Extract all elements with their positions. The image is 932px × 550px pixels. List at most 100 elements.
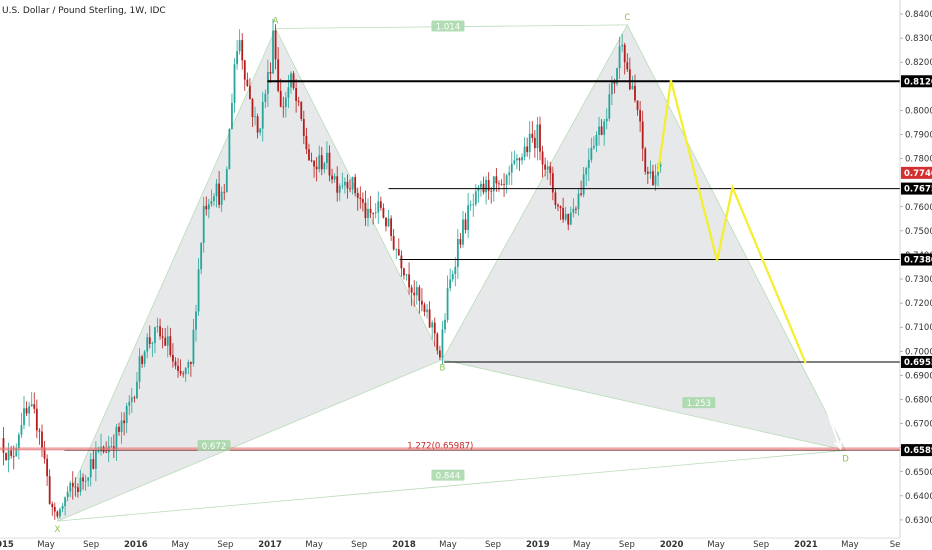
candle-body — [646, 171, 649, 174]
price-tick-label: 0.82000 — [905, 58, 932, 68]
candle-body — [600, 126, 603, 135]
candle-body — [364, 202, 367, 219]
candle-body — [495, 176, 498, 184]
candle-body — [284, 97, 287, 107]
candle-body — [598, 126, 600, 135]
candle-body — [136, 381, 138, 399]
price-tick-label: 0.80000 — [905, 106, 932, 116]
candle-body — [189, 362, 192, 364]
candle-body — [641, 121, 644, 149]
pattern-line-xd — [57, 449, 846, 522]
candle-body — [59, 508, 61, 517]
price-tick-label: 0.76000 — [905, 203, 932, 213]
price-axis[interactable]: 0.84000 0.83000 0.82000 0.80000 0.79000 0.780… — [899, 0, 932, 550]
candle-body — [56, 511, 59, 517]
candle-body — [97, 451, 100, 452]
candle-body — [459, 239, 462, 245]
candle-body — [20, 425, 23, 435]
candle-body — [341, 185, 344, 187]
candle-body — [172, 354, 174, 362]
ratio-label: 1.253 — [687, 399, 711, 409]
candle-body — [567, 213, 570, 225]
candle-body — [441, 329, 444, 358]
candle-body — [133, 397, 136, 399]
time-tick-label: Se — [890, 540, 901, 550]
candle-body — [38, 430, 41, 432]
candle-body — [277, 59, 280, 91]
candle-body — [652, 171, 654, 186]
candle-body — [485, 180, 487, 193]
candle-body — [636, 100, 639, 111]
candle-body — [79, 477, 82, 492]
candle-body — [634, 85, 636, 101]
candle-body — [395, 249, 398, 251]
candle-body — [390, 218, 393, 237]
candle-body — [110, 446, 113, 448]
candle-body — [487, 180, 490, 191]
level-price-label: 0.81209 — [904, 77, 932, 87]
candle-body — [305, 135, 308, 150]
candle-body — [15, 448, 18, 457]
candle-body — [274, 30, 277, 60]
candle-body — [423, 304, 426, 312]
candle-body — [546, 166, 549, 170]
candle-body — [549, 166, 552, 174]
candle-body — [169, 336, 172, 355]
candle-body — [338, 186, 341, 193]
price-tick-label: 0.73000 — [905, 275, 932, 285]
pattern-triangle-xab — [56, 27, 443, 522]
candle-body — [159, 326, 161, 337]
price-axis-background — [900, 0, 932, 550]
candle-body — [297, 100, 300, 102]
candle-body — [533, 137, 536, 149]
candle-body — [187, 362, 190, 368]
candle-body — [94, 451, 97, 469]
price-tick-label: 0.84000 — [905, 10, 932, 20]
candle-body — [361, 198, 364, 203]
candle-body — [482, 183, 485, 193]
candle-body — [66, 491, 69, 498]
time-tick-label: 2020 — [660, 540, 684, 550]
ratio-badge — [682, 397, 716, 409]
candle-body — [626, 62, 629, 70]
candle-body — [43, 447, 46, 459]
price-tick-label: 0.83000 — [905, 34, 932, 44]
candle-body — [125, 405, 128, 424]
price-tick-label: 0.78000 — [905, 155, 932, 165]
candle-body — [256, 116, 259, 133]
candle-body — [508, 172, 511, 176]
projection-white-arrow — [810, 365, 842, 449]
candle-body — [469, 204, 472, 206]
candle-body — [64, 497, 66, 506]
candle-body — [35, 408, 38, 431]
candle-body — [603, 121, 606, 135]
candle-body — [500, 183, 503, 185]
time-axis[interactable]: 2015 May Sep 2016 May Sep 2017 May Sep 2018 May Sep… — [0, 537, 901, 550]
candle-body — [359, 197, 362, 199]
candle-body — [564, 213, 567, 220]
candle-body — [354, 177, 357, 194]
candle-body — [264, 93, 267, 102]
candle-body — [151, 343, 154, 344]
candle-body — [577, 193, 580, 210]
candle-body — [84, 480, 87, 482]
candle-body — [464, 219, 467, 230]
candle-body — [559, 206, 562, 208]
candle-body — [243, 60, 246, 80]
current-price-label: 0.77407 — [904, 169, 932, 179]
projection-yellow-path — [657, 80, 807, 364]
candle-body — [595, 134, 598, 146]
candle-body — [7, 450, 10, 461]
price-tick-label: 0.70000 — [905, 347, 932, 357]
time-tick-label: Sep — [619, 540, 635, 550]
candle-body — [161, 336, 164, 338]
ratio-badge — [431, 469, 465, 481]
candle-body — [182, 373, 185, 375]
candle-body — [516, 158, 518, 161]
price-tick-label: 0.63000 — [905, 516, 932, 526]
candle-body — [100, 446, 102, 452]
candle-body — [498, 183, 500, 185]
time-tick-label: Sep — [753, 540, 769, 550]
candle-body — [308, 149, 310, 161]
